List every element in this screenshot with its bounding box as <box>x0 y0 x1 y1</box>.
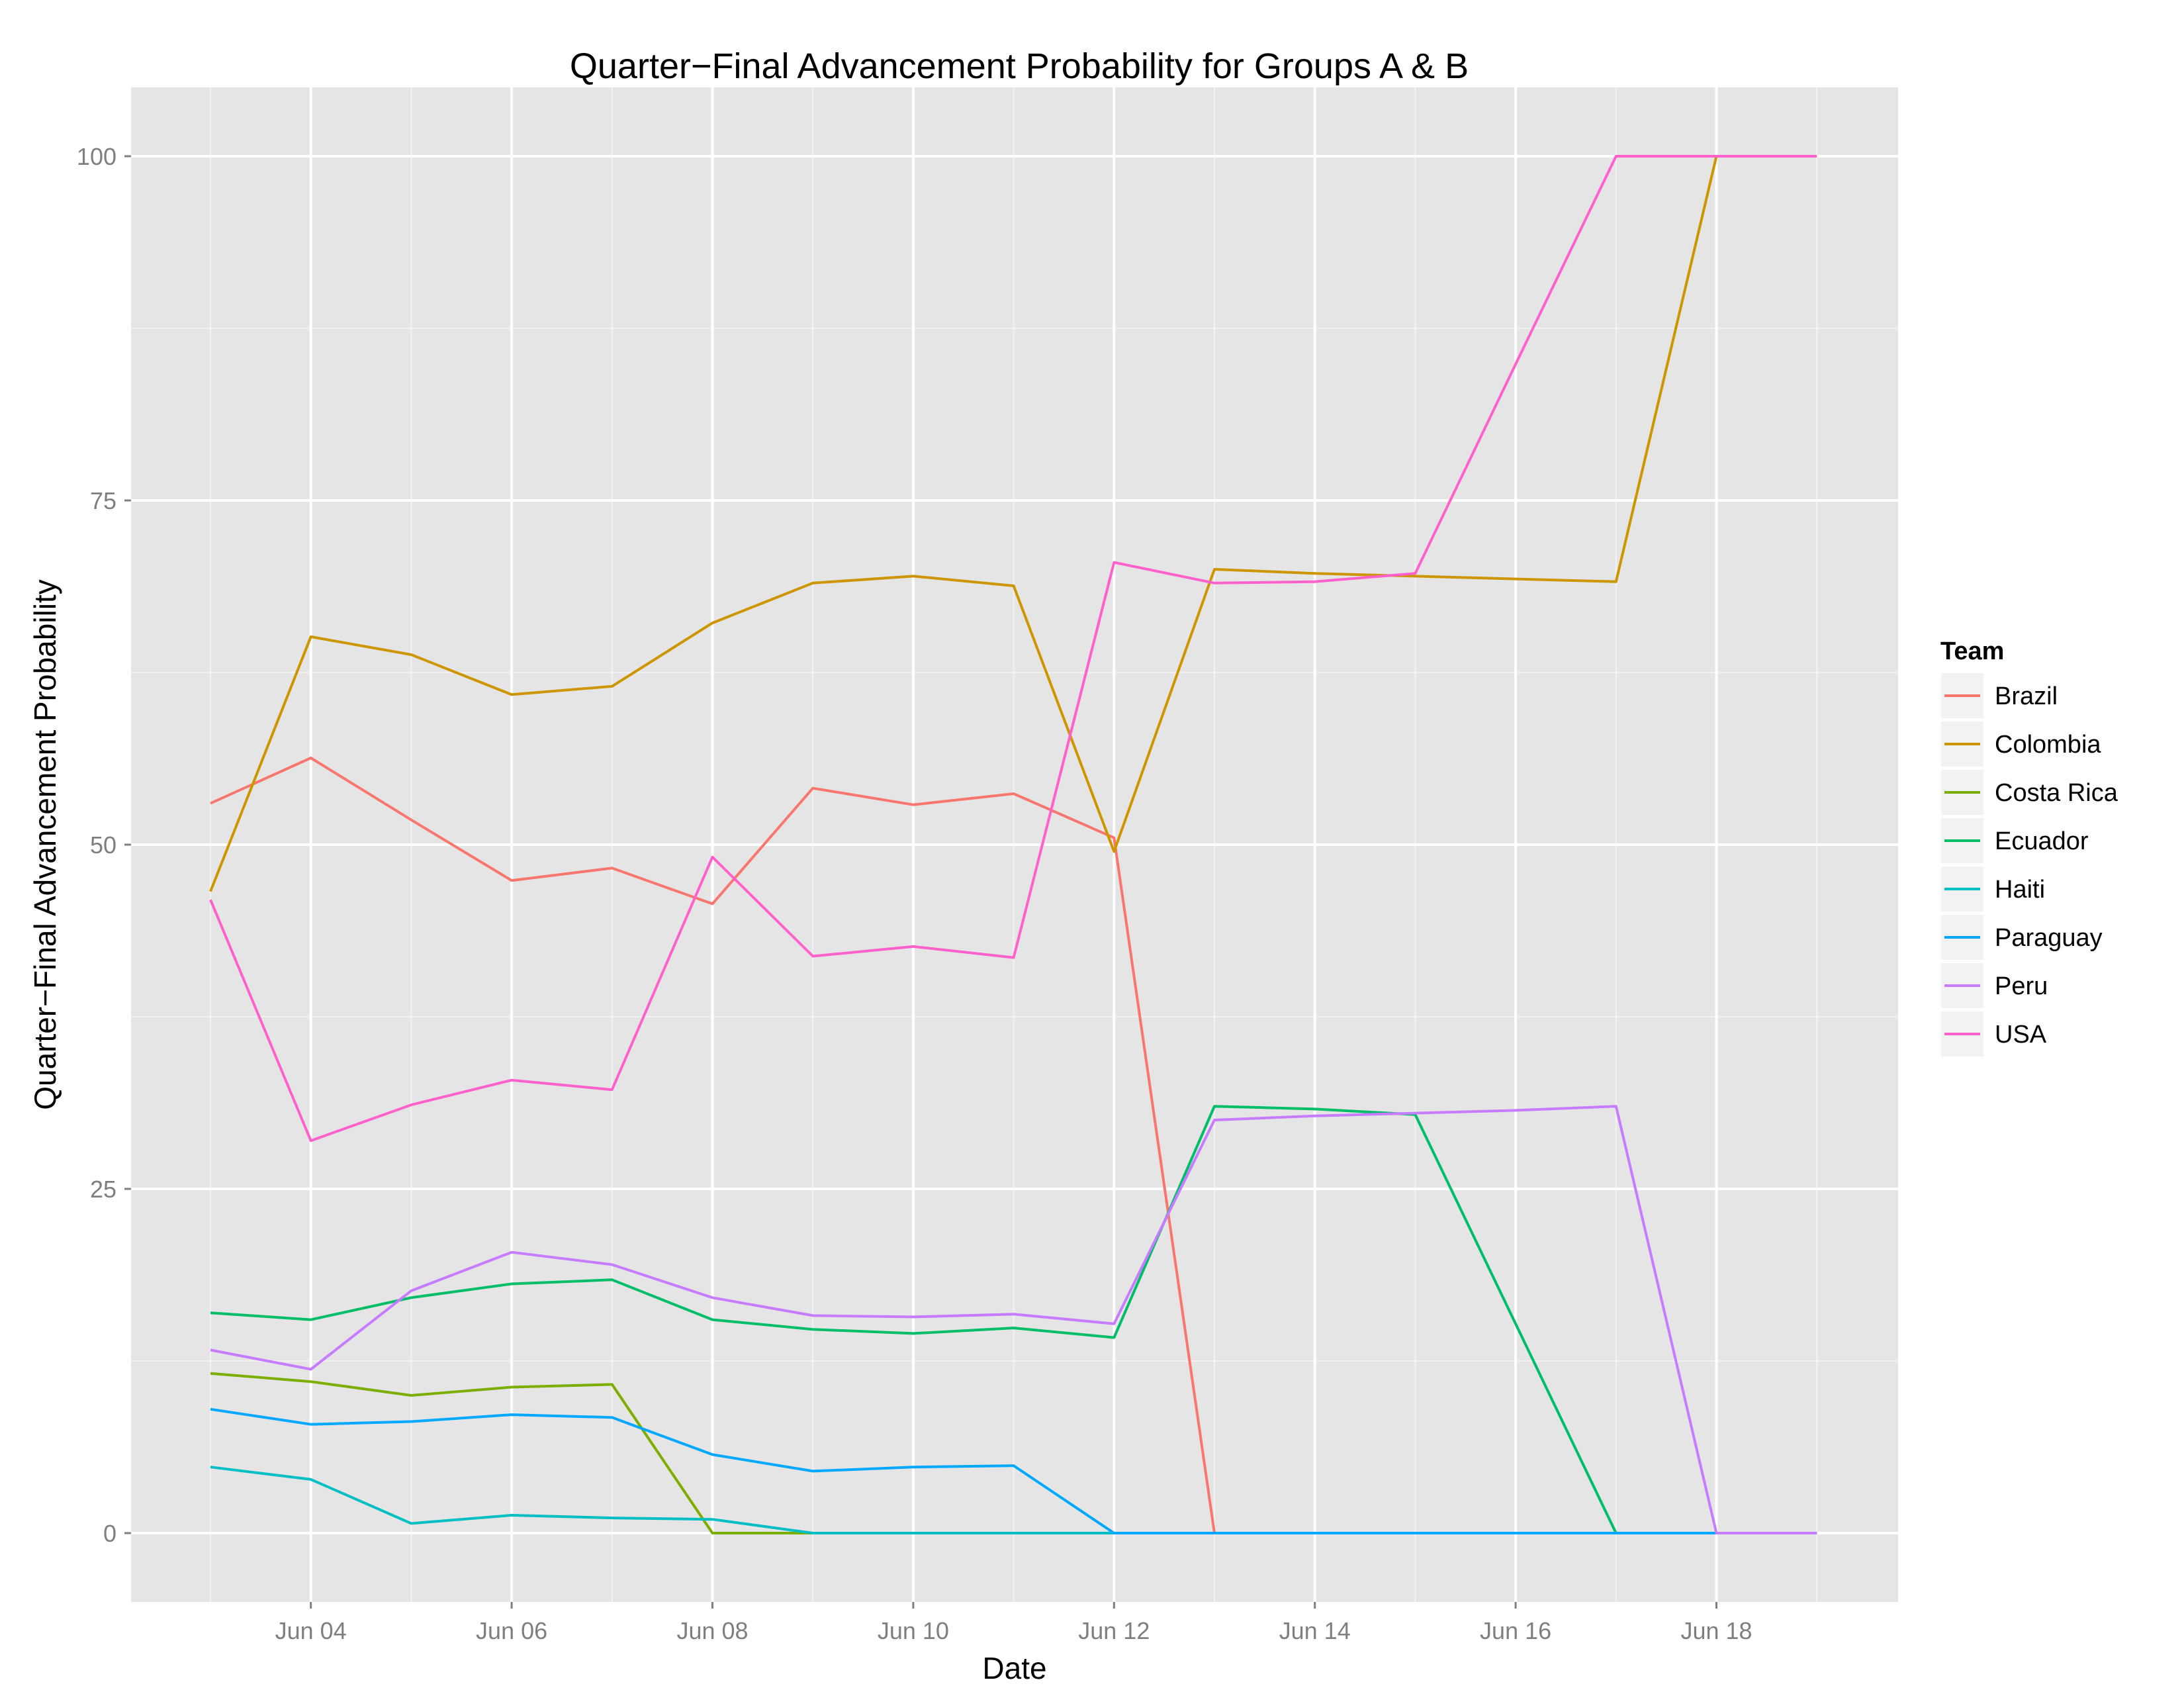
series-line-peru <box>210 1105 1817 1534</box>
series-line-usa <box>209 155 1817 1143</box>
series-line-paraguay <box>210 1407 1817 1534</box>
x-axis-title: Date <box>982 1651 1046 1685</box>
x-tick-label: Jun 08 <box>676 1617 748 1644</box>
y-tick-label: 75 <box>90 487 116 514</box>
legend-label: Haiti <box>1995 876 2045 904</box>
legend-label: Peru <box>1995 972 2048 1000</box>
x-tick-label: Jun 14 <box>1279 1617 1351 1644</box>
x-tick-label: Jun 06 <box>476 1617 547 1644</box>
y-axis-ticks: 0 25 50 75 100 <box>77 143 131 1547</box>
chart-title: Quarter−Final Advancement Probability fo… <box>570 46 1469 86</box>
y-tick-label: 25 <box>90 1176 116 1203</box>
x-tick-label: Jun 10 <box>878 1617 949 1644</box>
y-tick-label: 50 <box>90 831 116 859</box>
legend-label: Costa Rica <box>1995 779 2118 807</box>
y-axis-title: Quarter−Final Advancement Probability <box>28 579 62 1110</box>
legend-label: Colombia <box>1995 731 2101 759</box>
series-line-ecuador <box>210 1105 1817 1534</box>
x-tick-label: Jun 12 <box>1078 1617 1150 1644</box>
x-tick-label: Jun 04 <box>275 1617 347 1644</box>
legend: Brazil Colombia Costa Rica Ecuador Haiti Para… <box>1940 672 2118 1058</box>
series-line-colombia <box>209 155 1817 892</box>
legend-label: Brazil <box>1995 682 2058 710</box>
legend-label: Paraguay <box>1995 924 2103 952</box>
x-tick-label: Jun 18 <box>1680 1617 1752 1644</box>
x-axis-ticks: Jun 04 Jun 06 Jun 08 Jun 10 Jun 12 Jun 14 Jun … <box>275 1602 1752 1644</box>
legend-label: Ecuador <box>1995 827 2089 855</box>
series-lines <box>209 155 1817 1534</box>
x-tick-label: Jun 16 <box>1480 1617 1551 1644</box>
y-tick-label: 100 <box>77 143 116 170</box>
y-tick-label: 0 <box>103 1520 116 1547</box>
legend-title: Team <box>1940 637 2004 665</box>
legend-label: USA <box>1995 1021 2047 1049</box>
